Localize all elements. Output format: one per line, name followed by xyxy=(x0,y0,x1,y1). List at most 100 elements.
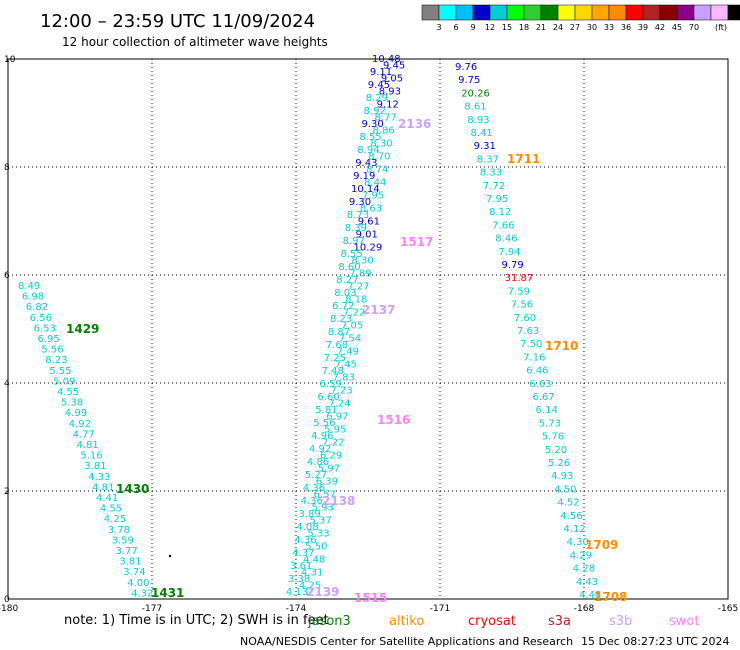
wave-height-label: 4.29 xyxy=(570,550,592,561)
pass-time-labels: 1429 1430 1431 2136 1517 2137 1711 1710 1516 2138… xyxy=(66,117,627,605)
wave-height-label: 8.86 xyxy=(372,126,394,137)
wave-height-label: 7.66 xyxy=(492,220,514,231)
wave-height-label: 8.39 xyxy=(345,223,367,234)
colorbar-label: 27 xyxy=(570,23,580,32)
wave-height-label: 9.31 xyxy=(474,141,496,152)
wave-height-label: 4.36 xyxy=(303,483,325,494)
wave-height-label: 9.30 xyxy=(362,119,384,130)
wave-height-label: 9.43 xyxy=(355,158,377,169)
colorbar-swatch xyxy=(727,4,740,21)
colorbar-label: 30 xyxy=(587,23,597,32)
colorbar-legend: 3 6 9 12 15 18 21 24 27 30 33 36 39 42 45 70 (ft) xyxy=(421,4,740,32)
axis-ticks: -180 -177 -174 -171 -168 -165 0 2 4 6 8 10 xyxy=(0,55,738,614)
data-dot xyxy=(168,554,172,558)
wave-height-label: 4.81 xyxy=(77,440,99,451)
wave-height-label: 4.33 xyxy=(88,472,110,483)
y-tick-label: 4 xyxy=(4,379,10,389)
wave-height-label: 8.97 xyxy=(343,236,365,247)
wave-height-label: 6.57 xyxy=(314,490,336,501)
wave-height-label: 7.27 xyxy=(347,282,369,293)
pass-time-label: 2136 xyxy=(398,117,431,131)
x-tick-label: -171 xyxy=(430,604,450,614)
colorbar-label: 12 xyxy=(485,23,495,32)
colorbar-label: 15 xyxy=(502,23,512,32)
x-tick-label: -177 xyxy=(142,604,162,614)
wave-height-label: 8.30 xyxy=(351,256,373,267)
wave-height-label: 8.70 xyxy=(368,152,390,163)
track-b-values: 9.76 9.75 20.26 8.61 8.93 8.41 9.31 8.37 8.33 7.7… xyxy=(455,62,601,601)
footer-note: note: 1) Time is in UTC; 2) SWH is in fe… xyxy=(64,613,329,628)
footer-credit: NOAA/NESDIS Center for Satellite Applica… xyxy=(240,635,573,648)
y-tick-label: 8 xyxy=(4,163,10,173)
colorbar-label: 3 xyxy=(436,23,441,32)
wave-height-label: 8.92 xyxy=(364,106,386,117)
wave-height-label: 8.60 xyxy=(338,262,360,273)
wave-height-label: 7.83 xyxy=(333,373,355,384)
wave-height-label: 5.33 xyxy=(307,529,329,540)
wave-height-label: 7.94 xyxy=(498,247,520,258)
wave-height-label: 3.74 xyxy=(123,567,145,578)
wave-height-label: 20.26 xyxy=(461,88,490,99)
wave-height-label: 6.53 xyxy=(34,323,56,334)
wave-height-label: 5.16 xyxy=(80,451,102,462)
wave-height-label: 4.25 xyxy=(104,514,126,525)
wave-height-label: 8.55 xyxy=(359,132,381,143)
wave-height-label: 4.36 xyxy=(294,535,316,546)
colorbar-label: 36 xyxy=(621,23,631,32)
pass-time-label: 1430 xyxy=(116,482,149,496)
wave-height-label: 5.76 xyxy=(542,432,564,443)
wave-height-label: 7.22 xyxy=(343,308,365,319)
satellite-legend-jason3: jason3 xyxy=(307,614,351,629)
wave-height-label: 4.48 xyxy=(303,555,325,566)
wave-height-label: 5.93 xyxy=(312,503,334,514)
wave-height-label: 7.89 xyxy=(349,269,371,280)
wave-height-label: 5.27 xyxy=(305,470,327,481)
pass-time-label: 1516 xyxy=(377,413,410,427)
wave-height-label: 4.12 xyxy=(564,524,586,535)
colorbar-swatch xyxy=(557,4,576,21)
wave-height-label: 4.93 xyxy=(551,471,573,482)
wave-height-label: 6.72 xyxy=(332,301,354,312)
wave-height-label: 6.60 xyxy=(317,392,339,403)
wave-height-label: 7.54 xyxy=(339,334,361,345)
wave-height-label: 10.14 xyxy=(351,184,380,195)
colorbar-swatch xyxy=(455,4,474,21)
wave-height-label: 7.24 xyxy=(328,399,350,410)
wave-height-label: 6.67 xyxy=(533,392,555,403)
colorbar-swatch xyxy=(489,4,508,21)
pass-time-label: 1431 xyxy=(151,586,184,600)
wave-height-label: 7.60 xyxy=(514,313,536,324)
x-tick-label: -174 xyxy=(286,604,307,614)
colorbar-swatch xyxy=(523,4,542,21)
satellite-legend: jason3 altiko cryosat s3a s3b swot xyxy=(307,614,699,629)
wave-height-label: 7.23 xyxy=(330,386,352,397)
colorbar-swatch xyxy=(625,4,644,21)
wave-height-label: 4.56 xyxy=(560,511,582,522)
wave-height-label: 9.11 xyxy=(370,67,392,78)
wave-height-label: 7.95 xyxy=(362,191,384,202)
wave-height-label: 9.19 xyxy=(353,171,375,182)
pass-time-label: 1517 xyxy=(400,235,433,249)
colorbar-label: 6 xyxy=(453,23,458,32)
wave-height-label: 7.72 xyxy=(483,181,505,192)
satellite-legend-cryosat: cryosat xyxy=(468,614,516,629)
wave-height-label: 4.77 xyxy=(73,429,95,440)
wave-height-label: 4.50 xyxy=(554,484,576,495)
wave-height-label: 7.05 xyxy=(341,321,363,332)
wave-height-label: 7.22 xyxy=(322,438,344,449)
wave-height-label: 4.31 xyxy=(301,568,323,579)
wave-height-label: 8.63 xyxy=(360,204,382,215)
wave-height-label: 6.56 xyxy=(30,313,52,324)
pass-time-label: 1710 xyxy=(545,339,578,353)
colorbar-label: 42 xyxy=(655,23,665,32)
wave-height-label: 5.55 xyxy=(49,366,71,377)
wave-height-label: 4.43 xyxy=(576,577,598,588)
x-tick-label: -180 xyxy=(0,604,18,614)
wave-height-label: 9.12 xyxy=(377,100,399,111)
pass-time-label: 1711 xyxy=(507,152,540,166)
wave-height-label: 6.39 xyxy=(316,477,338,488)
colorbar-label: 21 xyxy=(536,23,546,32)
y-tick-label: 6 xyxy=(4,271,10,281)
colorbar-label: 9 xyxy=(470,23,475,32)
